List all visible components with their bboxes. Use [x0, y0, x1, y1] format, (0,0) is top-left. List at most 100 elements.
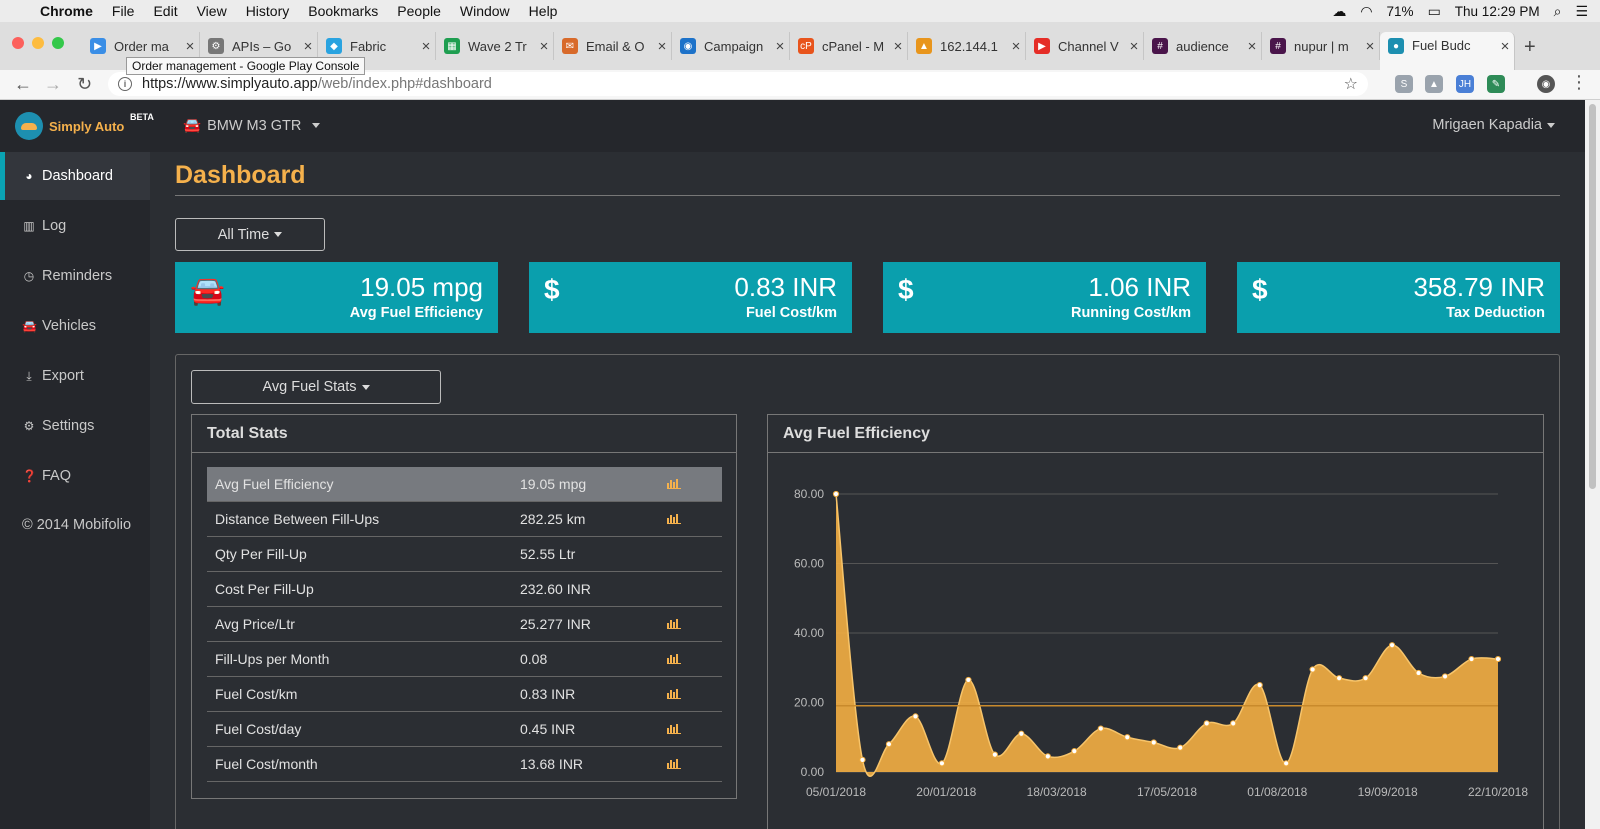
address-bar[interactable]: i https://www.simplyauto.app/web/index.p…	[108, 72, 1368, 96]
user-dropdown[interactable]: Mrigaen Kapadia	[1432, 117, 1555, 133]
scrollbar-thumb[interactable]	[1589, 104, 1596, 489]
car-icon: 🚘	[22, 319, 37, 333]
browser-tab[interactable]: ▶ Order ma ×	[82, 32, 200, 60]
period-dropdown-button[interactable]: All Time	[175, 218, 325, 251]
url-path: /web/index.php#dashboard	[317, 76, 492, 92]
stats-type-dropdown[interactable]: Avg Fuel Stats	[191, 370, 441, 404]
stats-row[interactable]: Fuel Cost/month 13.68 INR	[207, 747, 722, 782]
browser-tab[interactable]: ◆ Fabric ×	[318, 32, 436, 60]
sidebar-item-reminders[interactable]: ◷ Reminders	[0, 252, 150, 300]
profile-avatar[interactable]: ◉	[1537, 75, 1555, 93]
close-tab-icon[interactable]: ×	[539, 37, 549, 55]
chart-x-tick-label: 05/01/2018	[806, 785, 866, 799]
sidebar: ◕ Dashboard ▥ Log ◷ Reminders 🚘 Vehicles ⤓ Export…	[0, 152, 150, 829]
close-tab-icon[interactable]: ×	[1500, 38, 1510, 55]
reload-icon[interactable]: ↻	[77, 74, 93, 94]
stats-row[interactable]: Fill-Ups per Month 0.08	[207, 642, 722, 677]
bar-chart-icon[interactable]	[667, 723, 681, 735]
close-tab-icon[interactable]: ×	[1011, 37, 1021, 55]
menu-people[interactable]: People	[397, 3, 441, 19]
back-arrow-icon[interactable]: ←	[14, 74, 32, 94]
evernote-extension-icon[interactable]: ✎	[1487, 75, 1505, 93]
cloud-upload-icon[interactable]: ☁	[1332, 2, 1347, 19]
menu-bookmarks[interactable]: Bookmarks	[308, 3, 379, 19]
wifi-icon[interactable]: ◠	[1360, 2, 1373, 19]
menu-edit[interactable]: Edit	[153, 3, 178, 19]
drive-extension-icon[interactable]: ▲	[1425, 75, 1443, 93]
sidebar-item-log[interactable]: ▥ Log	[0, 202, 150, 250]
close-tab-icon[interactable]: ×	[657, 37, 667, 55]
close-tab-icon[interactable]: ×	[185, 37, 195, 55]
browser-tab[interactable]: ◉ Campaign ×	[672, 32, 790, 60]
close-tab-icon[interactable]: ×	[1129, 37, 1139, 55]
sidebar-item-settings[interactable]: ⚙ Settings	[0, 402, 150, 450]
sidebar-item-export[interactable]: ⤓ Export	[0, 352, 150, 400]
browser-tab[interactable]: ⚙ APIs – Go ×	[200, 32, 318, 60]
sidebar-item-vehicles[interactable]: 🚘 Vehicles	[0, 302, 150, 350]
browser-tab[interactable]: ▦ Wave 2 Tr ×	[436, 32, 554, 60]
close-window-button[interactable]	[12, 37, 24, 49]
notification-center-icon[interactable]: ☰	[1575, 2, 1588, 19]
stat-card-label: Running Cost/km	[1070, 305, 1191, 321]
page-scrollbar[interactable]	[1585, 100, 1600, 829]
skype-extension-icon[interactable]: S	[1395, 75, 1413, 93]
close-tab-icon[interactable]: ×	[421, 37, 431, 55]
stat-card: $1.06 INR Running Cost/km	[883, 262, 1206, 333]
bar-chart-icon[interactable]	[667, 758, 681, 770]
stats-row[interactable]: Fuel Cost/km 0.83 INR	[207, 677, 722, 712]
stats-container: Avg Fuel Stats Total Stats Avg Fuel Effi…	[175, 354, 1560, 829]
browser-tab[interactable]: ▲ 162.144.1 ×	[908, 32, 1026, 60]
menubar-clock[interactable]: Thu 12:29 PM	[1454, 3, 1540, 19]
close-tab-icon[interactable]: ×	[1247, 37, 1257, 55]
browser-tab[interactable]: ● Fuel Budc ×	[1380, 32, 1515, 70]
jh-extension-icon[interactable]: JH	[1456, 75, 1474, 93]
vehicle-dropdown[interactable]: 🚘 BMW M3 GTR	[183, 117, 321, 134]
browser-tab[interactable]: ▶ Channel V ×	[1026, 32, 1144, 60]
close-tab-icon[interactable]: ×	[303, 37, 313, 55]
minimize-window-button[interactable]	[32, 37, 44, 49]
bar-chart-icon: ▥	[23, 219, 35, 233]
bar-chart-icon[interactable]	[667, 653, 681, 665]
menu-help[interactable]: Help	[528, 3, 558, 19]
chrome-menu-icon[interactable]: ⋮	[1570, 72, 1588, 92]
close-tab-icon[interactable]: ×	[775, 37, 785, 55]
bookmark-star-icon[interactable]: ☆	[1343, 76, 1358, 93]
bar-chart-icon[interactable]	[667, 688, 681, 700]
menu-file[interactable]: File	[111, 3, 135, 19]
stats-row[interactable]: Fuel Cost/day 0.45 INR	[207, 712, 722, 747]
menu-history[interactable]: History	[245, 3, 290, 19]
chart-data-point	[965, 676, 972, 684]
sidebar-item-dashboard[interactable]: ◕ Dashboard	[0, 152, 150, 200]
close-tab-icon[interactable]: ×	[1365, 37, 1375, 55]
tab-label: Email & O	[586, 38, 645, 54]
sidebar-item-faq[interactable]: ❓ FAQ	[0, 452, 150, 500]
brand-name[interactable]: Simply Auto	[49, 119, 125, 134]
tab-favicon-icon: #	[1270, 38, 1286, 54]
new-tab-button[interactable]: +	[1524, 36, 1536, 58]
fullscreen-window-button[interactable]	[52, 37, 64, 49]
brand-logo-icon[interactable]	[15, 112, 43, 140]
browser-tab[interactable]: ✉ Email & O ×	[554, 32, 672, 60]
bar-chart-icon[interactable]	[667, 618, 681, 630]
spotlight-search-icon[interactable]: ⌕	[1553, 2, 1562, 19]
browser-tab[interactable]: # nupur | m ×	[1262, 32, 1380, 60]
forward-arrow-icon[interactable]: →	[44, 74, 62, 94]
bar-chart-icon[interactable]	[667, 478, 681, 490]
site-info-icon[interactable]: i	[118, 77, 132, 91]
sidebar-item-label: Settings	[42, 418, 95, 434]
stats-row[interactable]: Avg Price/Ltr 25.277 INR	[207, 607, 722, 642]
browser-tab[interactable]: # audience ×	[1144, 32, 1262, 60]
bar-chart-icon[interactable]	[667, 513, 681, 525]
menu-view[interactable]: View	[196, 3, 227, 19]
stats-row[interactable]: Cost Per Fill-Up 232.60 INR	[207, 572, 722, 607]
menu-window[interactable]: Window	[459, 3, 510, 19]
stats-row[interactable]: Qty Per Fill-Up 52.55 Ltr	[207, 537, 722, 572]
menu-app-name[interactable]: Chrome	[40, 3, 93, 19]
app-navbar: Simply Auto BETA 🚘 BMW M3 GTR Mrigaen Ka…	[0, 100, 1585, 152]
stats-row-value: 19.05 mpg	[520, 476, 587, 492]
close-tab-icon[interactable]: ×	[893, 37, 903, 55]
stats-row[interactable]: Avg Fuel Efficiency 19.05 mpg	[207, 467, 722, 502]
stats-row[interactable]: Distance Between Fill-Ups 282.25 km	[207, 502, 722, 537]
battery-icon[interactable]: ▭	[1427, 2, 1441, 19]
browser-tab[interactable]: cP cPanel - M ×	[790, 32, 908, 60]
